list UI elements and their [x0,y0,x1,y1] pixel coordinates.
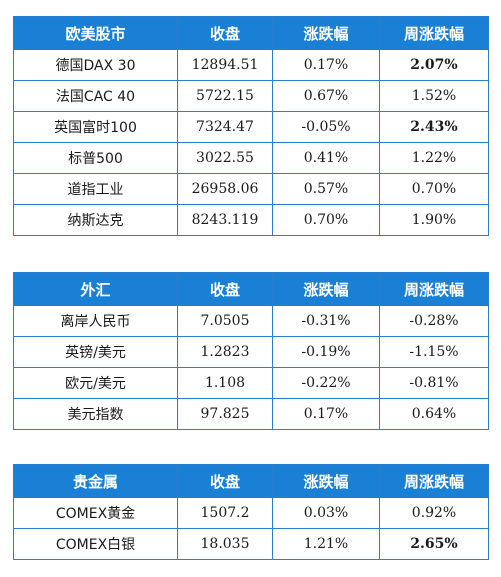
column-header: 涨跌幅 [272,272,380,306]
weekly-change-percent: -1.15% [379,336,489,368]
column-header: 涨跌幅 [272,464,380,498]
weekly-change-percent: 1.90% [379,204,489,236]
table-row: 英国富时100 7324.47 -0.05% 2.43% [13,111,489,143]
column-header: 涨跌幅 [272,16,380,50]
close-value: 8243.119 [177,204,273,236]
forex-table: 外汇 收盘 涨跌幅 周涨跌幅 离岸人民币 7.0505 -0.31% -0.28% 英镑/美元 1… [13,272,489,430]
table-row: 标普500 3022.55 0.41% 1.22% [13,142,489,174]
instrument-name: 纳斯达克 [13,204,178,236]
close-value: 7.0505 [177,305,273,337]
change-percent: -0.31% [272,305,380,337]
table-row: COMEX白银 18.035 1.21% 2.65% [13,528,489,560]
column-header: 贵金属 [13,464,178,498]
change-percent: 0.17% [272,398,380,430]
weekly-change-percent: 1.52% [379,80,489,112]
close-value: 26958.06 [177,173,273,205]
weekly-change-percent: -0.28% [379,305,489,337]
precious-metals-table: 贵金属 收盘 涨跌幅 周涨跌幅 COMEX黄金 1507.2 0.03% 0.92% COMEX… [13,464,489,560]
table-row: 德国DAX 30 12894.51 0.17% 2.07% [13,49,489,81]
table-header-row: 外汇 收盘 涨跌幅 周涨跌幅 [13,272,489,306]
instrument-name: COMEX黄金 [13,497,178,529]
instrument-name: 离岸人民币 [13,305,178,337]
instrument-name: 法国CAC 40 [13,80,178,112]
column-header: 周涨跌幅 [379,16,489,50]
table-row: 纳斯达克 8243.119 0.70% 1.90% [13,204,489,236]
change-percent: -0.05% [272,111,380,143]
europe-us-stocks-table: 欧美股市 收盘 涨跌幅 周涨跌幅 德国DAX 30 12894.51 0.17% 2.07% 法… [13,16,489,236]
close-value: 1.108 [177,367,273,399]
table-row: 英镑/美元 1.2823 -0.19% -1.15% [13,336,489,368]
close-value: 7324.47 [177,111,273,143]
instrument-name: 美元指数 [13,398,178,430]
change-percent: 0.67% [272,80,380,112]
table-row: 法国CAC 40 5722.15 0.67% 1.52% [13,80,489,112]
instrument-name: 德国DAX 30 [13,49,178,81]
weekly-change-percent: 2.65% [379,528,489,560]
change-percent: -0.19% [272,336,380,368]
weekly-change-percent: 2.07% [379,49,489,81]
change-percent: 0.70% [272,204,380,236]
table-row: 欧元/美元 1.108 -0.22% -0.81% [13,367,489,399]
change-percent: 0.03% [272,497,380,529]
column-header: 收盘 [177,272,273,306]
close-value: 5722.15 [177,80,273,112]
column-header: 收盘 [177,16,273,50]
close-value: 18.035 [177,528,273,560]
table-header-row: 贵金属 收盘 涨跌幅 周涨跌幅 [13,464,489,498]
table-row: 离岸人民币 7.0505 -0.31% -0.28% [13,305,489,337]
column-header: 收盘 [177,464,273,498]
column-header: 周涨跌幅 [379,464,489,498]
change-percent: 0.17% [272,49,380,81]
change-percent: -0.22% [272,367,380,399]
close-value: 1.2823 [177,336,273,368]
table-row: 道指工业 26958.06 0.57% 0.70% [13,173,489,205]
column-header: 欧美股市 [13,16,178,50]
table-header-row: 欧美股市 收盘 涨跌幅 周涨跌幅 [13,16,489,50]
instrument-name: 英国富时100 [13,111,178,143]
close-value: 3022.55 [177,142,273,174]
weekly-change-percent: 1.22% [379,142,489,174]
weekly-change-percent: -0.81% [379,367,489,399]
close-value: 97.825 [177,398,273,430]
weekly-change-percent: 0.70% [379,173,489,205]
weekly-change-percent: 0.64% [379,398,489,430]
column-header: 外汇 [13,272,178,306]
instrument-name: COMEX白银 [13,528,178,560]
table-row: COMEX黄金 1507.2 0.03% 0.92% [13,497,489,529]
close-value: 1507.2 [177,497,273,529]
table-row: 美元指数 97.825 0.17% 0.64% [13,398,489,430]
change-percent: 0.41% [272,142,380,174]
instrument-name: 标普500 [13,142,178,174]
change-percent: 0.57% [272,173,380,205]
instrument-name: 英镑/美元 [13,336,178,368]
close-value: 12894.51 [177,49,273,81]
change-percent: 1.21% [272,528,380,560]
column-header: 周涨跌幅 [379,272,489,306]
instrument-name: 道指工业 [13,173,178,205]
weekly-change-percent: 2.43% [379,111,489,143]
weekly-change-percent: 0.92% [379,497,489,529]
instrument-name: 欧元/美元 [13,367,178,399]
